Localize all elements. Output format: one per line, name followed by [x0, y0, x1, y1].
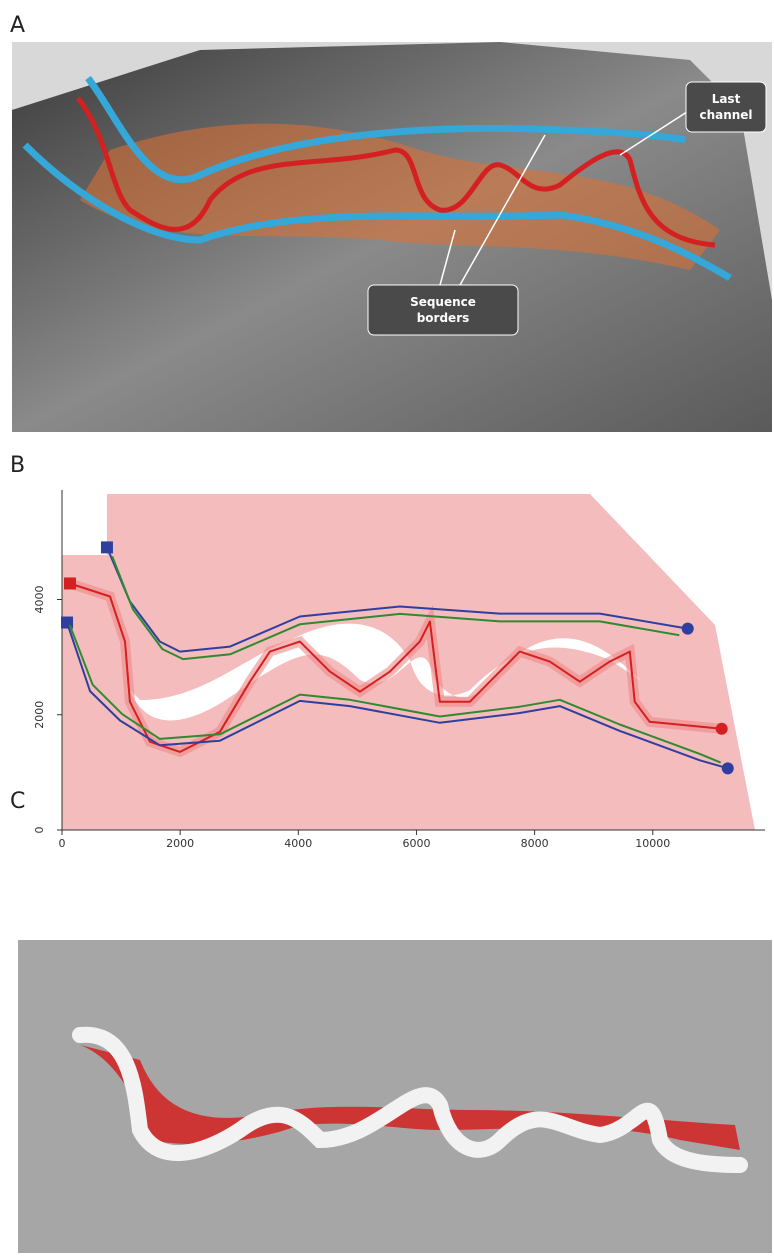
x-tick-label: 10000: [635, 837, 670, 850]
panel-label: A: [10, 13, 25, 38]
annotation-wrap: Last channel: [686, 82, 766, 132]
y-tick-label: 2000: [33, 701, 46, 729]
x-tick-label: 8000: [521, 837, 549, 850]
annotation: Last channel: [686, 82, 766, 132]
end-marker: [722, 762, 734, 774]
annotation-wrap: Sequence borders: [368, 285, 518, 335]
panel-label: C: [10, 789, 25, 814]
x-tick-label: 0: [59, 837, 66, 850]
end-marker: [716, 723, 728, 735]
end-marker: [682, 623, 694, 635]
figure: A Last channel Sequence borders B 0 2000 4…: [0, 0, 774, 1253]
annotation: Sequence borders: [368, 285, 518, 335]
y-tick-label: 0: [33, 827, 46, 834]
y-tick-label: 4000: [33, 585, 46, 613]
start-marker: [64, 577, 76, 589]
start-marker: [101, 541, 113, 553]
x-tick-label: 6000: [402, 837, 430, 850]
x-tick-label: 4000: [284, 837, 312, 850]
panel-label: B: [10, 453, 25, 478]
x-tick-label: 2000: [166, 837, 194, 850]
page: A Last channel Sequence borders B 0 2000 4…: [0, 0, 774, 1257]
